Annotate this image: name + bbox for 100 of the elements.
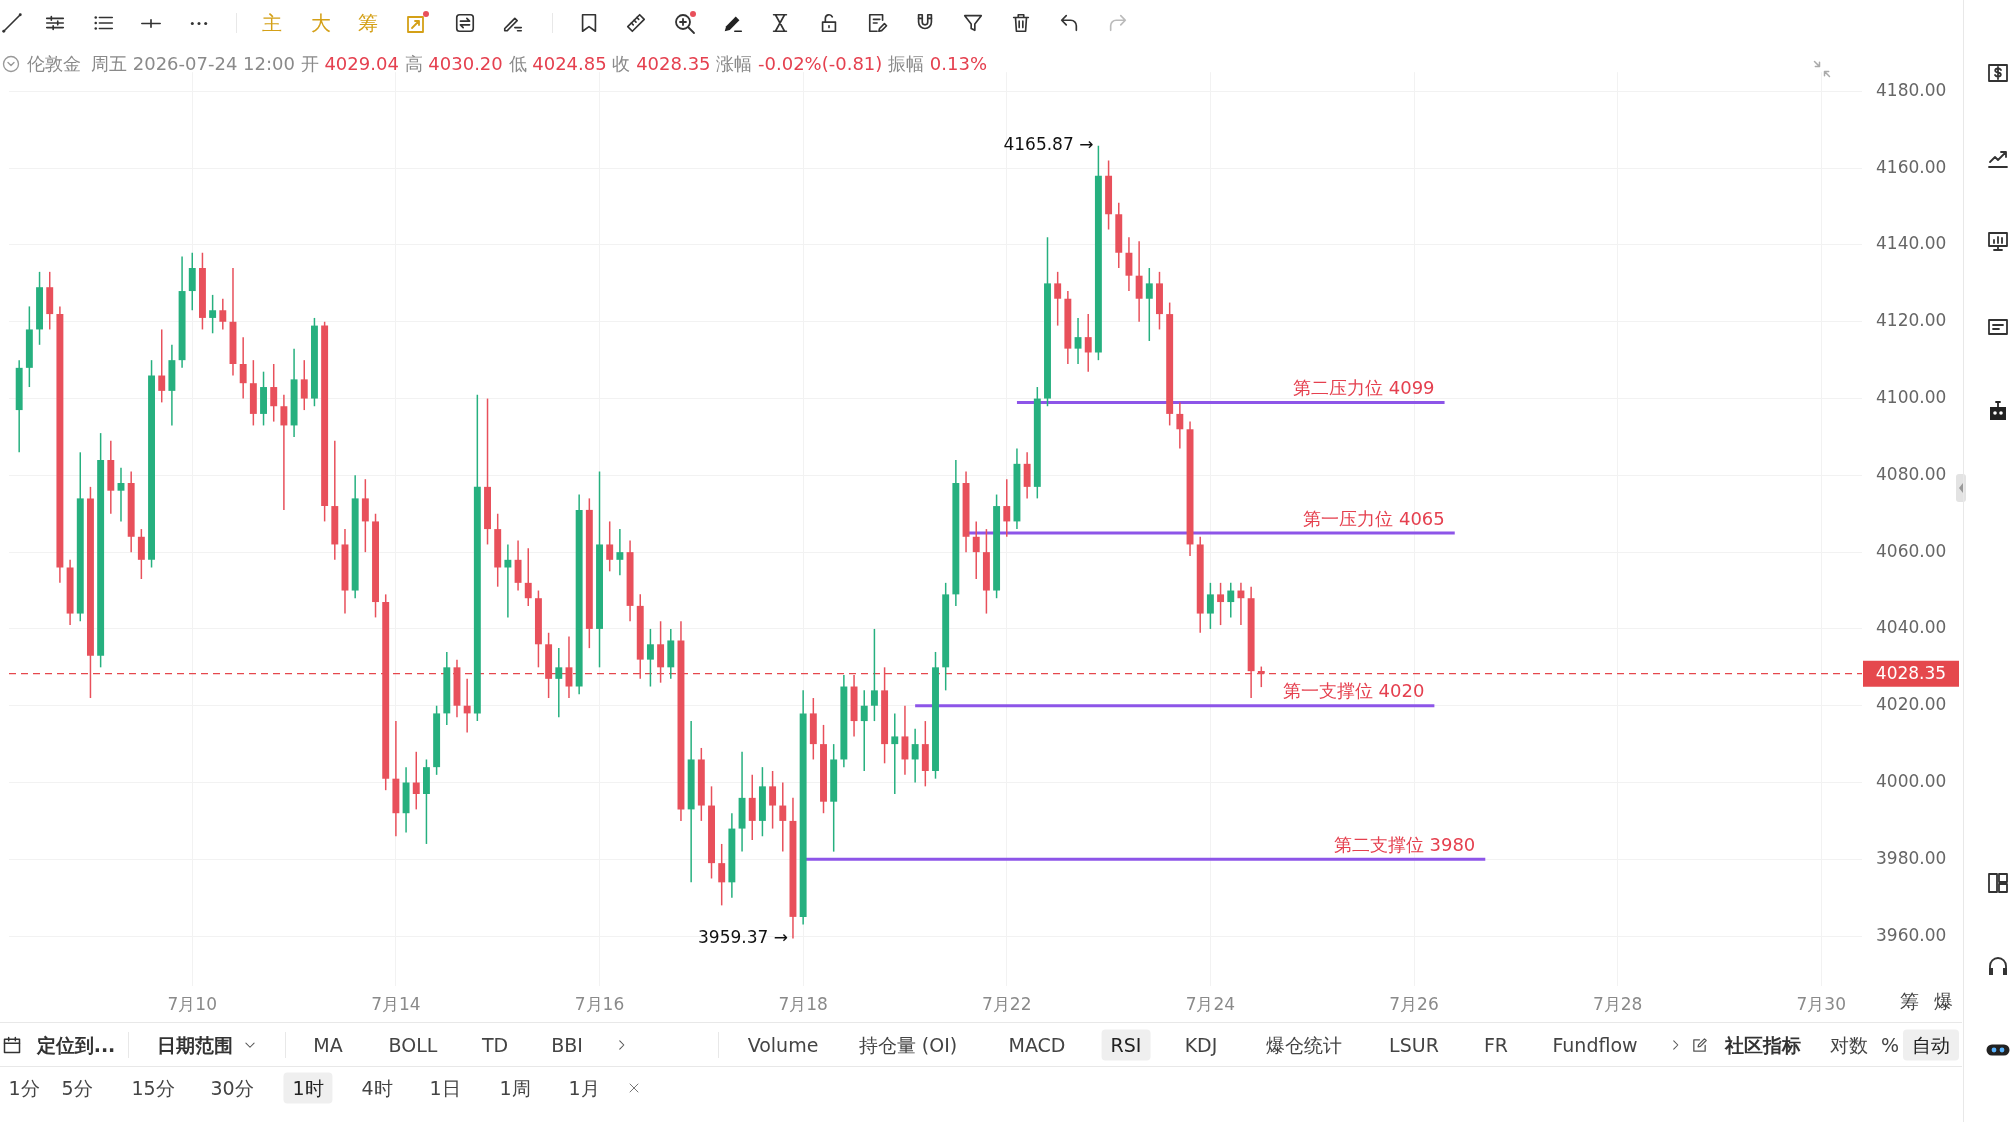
text: 15分 bbox=[131, 1076, 175, 1099]
candlestick bbox=[870, 628, 878, 722]
y-tick-label: 4180.00 bbox=[1875, 79, 1947, 100]
candlestick bbox=[1237, 582, 1245, 626]
candlestick bbox=[1135, 240, 1143, 323]
text: 持仓量 (OI) bbox=[858, 1033, 958, 1056]
candlestick bbox=[748, 774, 756, 841]
text: 定位到... bbox=[36, 1033, 116, 1056]
candlestick bbox=[463, 678, 471, 734]
text: 1日 bbox=[429, 1076, 461, 1099]
candlestick bbox=[300, 359, 308, 411]
text: LSUR bbox=[1389, 1033, 1439, 1056]
candlestick bbox=[1206, 582, 1214, 630]
y-tick-label: 4080.00 bbox=[1875, 463, 1947, 484]
candlestick bbox=[412, 751, 420, 811]
candlestick bbox=[860, 689, 868, 772]
candlestick bbox=[1084, 313, 1092, 373]
text: 1时 bbox=[283, 1072, 333, 1104]
y-tick-label: 3960.00 bbox=[1875, 924, 1947, 945]
candlestick bbox=[972, 520, 980, 580]
candlestick bbox=[555, 647, 563, 718]
candlestick bbox=[657, 620, 665, 684]
text: 1周 bbox=[499, 1076, 531, 1099]
candlestick bbox=[911, 728, 919, 784]
x-tick-label: 7月22 bbox=[982, 993, 1032, 1014]
text: 4时 bbox=[361, 1076, 393, 1099]
chart-title: 伦敦金 bbox=[27, 53, 81, 74]
text: BOLL bbox=[388, 1033, 438, 1056]
text: 筹 bbox=[358, 11, 378, 35]
candlestick bbox=[891, 712, 899, 795]
text: 筹 bbox=[1899, 989, 1919, 1012]
text: 5分 bbox=[61, 1076, 93, 1099]
series-label: 第一压力位 4065 bbox=[1303, 507, 1445, 529]
y-tick-label: 4060.00 bbox=[1875, 540, 1947, 561]
candlestick bbox=[209, 294, 217, 335]
x-tick-label: 7月14 bbox=[371, 993, 421, 1014]
candlestick bbox=[606, 520, 614, 573]
y-tick-label: 4140.00 bbox=[1875, 233, 1947, 254]
candlestick bbox=[1074, 317, 1082, 365]
candlestick bbox=[1003, 478, 1011, 538]
candlestick bbox=[504, 543, 512, 619]
y-tick-label: 4000.00 bbox=[1875, 770, 1947, 791]
candlestick bbox=[1054, 271, 1062, 327]
y-tick-label: 4160.00 bbox=[1875, 156, 1947, 177]
candlestick bbox=[158, 328, 166, 404]
candlestick bbox=[565, 635, 573, 699]
y-tick-label: 4120.00 bbox=[1875, 310, 1947, 331]
x-tick-label: 7月10 bbox=[167, 993, 217, 1014]
y-tick-label: 4100.00 bbox=[1875, 386, 1947, 407]
candlestick bbox=[270, 363, 278, 423]
x-tick-label: 7月28 bbox=[1592, 993, 1643, 1014]
candlestick bbox=[769, 770, 777, 830]
candlestick bbox=[1125, 236, 1133, 292]
text: 日期范围 bbox=[157, 1033, 233, 1056]
candlestick bbox=[718, 843, 726, 907]
annotation: 3959.37 → bbox=[698, 926, 788, 947]
candlestick bbox=[1217, 582, 1225, 626]
text: 1分 bbox=[8, 1076, 40, 1099]
candlestick bbox=[1257, 665, 1265, 688]
text: % bbox=[1880, 1033, 1900, 1056]
text: MA bbox=[313, 1033, 343, 1056]
y-tick-label: 4020.00 bbox=[1875, 694, 1947, 715]
text: 爆 bbox=[1933, 989, 1953, 1012]
candlestick bbox=[239, 336, 247, 400]
candlestick bbox=[646, 628, 654, 688]
y-tick-label: 3980.00 bbox=[1875, 847, 1947, 868]
x-tick-label: 7月16 bbox=[574, 993, 625, 1014]
series-label: 第一支撑位 4020 bbox=[1282, 680, 1425, 702]
ref-line-label: 4028.35 bbox=[1875, 663, 1947, 684]
y-tick-label: 4040.00 bbox=[1875, 617, 1947, 638]
x-tick-label: 7月30 bbox=[1796, 993, 1846, 1014]
text: 爆仓统计 bbox=[1266, 1033, 1342, 1056]
candlestick bbox=[361, 478, 369, 553]
x-tick-label: 7月18 bbox=[778, 993, 828, 1014]
candlestick bbox=[280, 393, 288, 511]
series-label: 第二压力位 4099 bbox=[1293, 377, 1435, 399]
text: 大 bbox=[311, 11, 331, 35]
x-tick-label: 7月24 bbox=[1185, 993, 1236, 1014]
text: 社区指标 bbox=[1725, 1033, 1801, 1056]
candlestick bbox=[117, 466, 125, 523]
candlestick bbox=[779, 781, 787, 853]
annotation: 4165.87 → bbox=[1003, 134, 1094, 155]
text: 30分 bbox=[210, 1076, 254, 1099]
text: 主 bbox=[262, 11, 282, 35]
text: TD bbox=[481, 1033, 509, 1056]
candlestick bbox=[188, 251, 196, 311]
text: 对数 bbox=[1830, 1033, 1868, 1056]
text: RSI bbox=[1101, 1029, 1151, 1061]
series-label: 第二支撑位 3980 bbox=[1333, 833, 1476, 855]
text: MACD bbox=[1008, 1033, 1066, 1056]
text: 自动 bbox=[1903, 1029, 1959, 1061]
candlestick bbox=[514, 539, 522, 592]
text: BBI bbox=[551, 1033, 583, 1056]
candlestick bbox=[1023, 451, 1031, 500]
candlestick bbox=[137, 528, 145, 580]
candlestick bbox=[1145, 267, 1153, 342]
candlestick bbox=[616, 528, 624, 576]
candlestick bbox=[901, 704, 909, 776]
candlestick bbox=[1227, 582, 1235, 619]
text: FR bbox=[1483, 1033, 1509, 1056]
